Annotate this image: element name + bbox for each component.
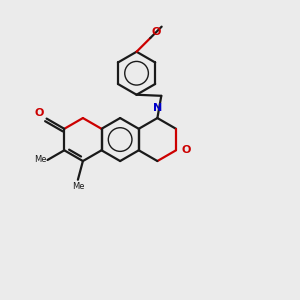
Text: Me: Me xyxy=(72,182,84,190)
Text: N: N xyxy=(153,103,162,113)
Text: O: O xyxy=(182,145,191,155)
Text: O: O xyxy=(152,27,161,37)
Text: Me: Me xyxy=(34,155,46,164)
Text: O: O xyxy=(35,108,44,118)
